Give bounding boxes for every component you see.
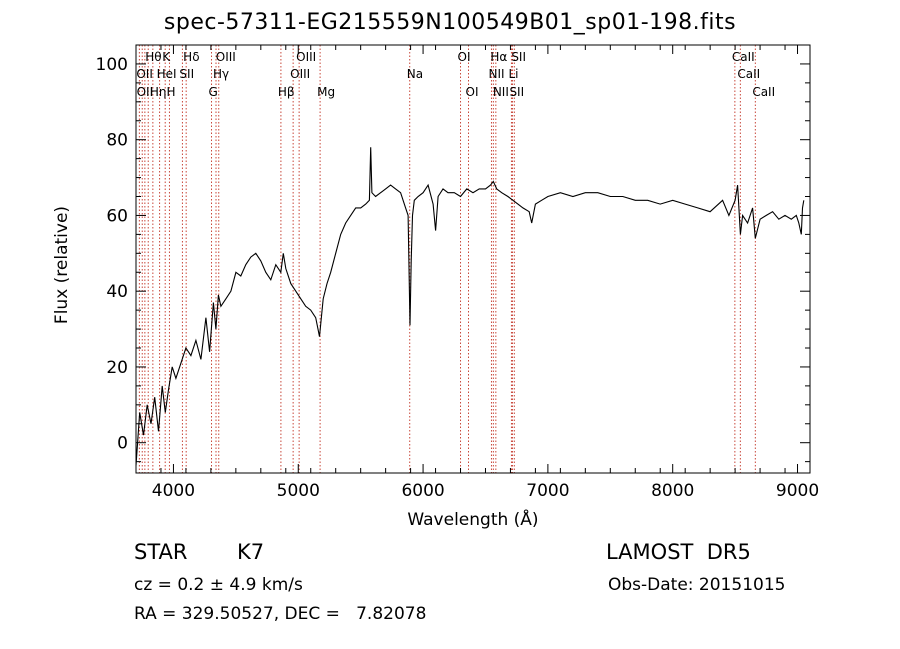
line-label-0: Hθ [145,50,161,64]
x-axis-label: Wavelength (Å) [407,510,539,530]
x-tick-label: 8000 [651,481,694,501]
line-label-6: Hα [490,50,507,64]
line-label-21: G [209,85,218,99]
y-tick-label: 0 [117,434,128,454]
line-label-12: Hγ [213,67,229,81]
line-label-2: Hδ [183,50,199,64]
line-label-20: H [166,85,175,99]
object-class: K7 [237,540,265,564]
line-label-9: OII [136,67,153,81]
line-label-23: Mg [317,85,335,99]
object-type: STAR [134,540,188,564]
line-label-19: Hη [150,85,167,99]
line-label-3: OIII [216,50,236,64]
line-label-11: SII [179,67,194,81]
spectral-line-markers [138,45,756,473]
line-label-17: CaII [737,67,760,81]
observation-date: Obs-Date: 20151015 [608,575,786,595]
line-label-8: CaII [732,50,755,64]
line-label-4: OIII [296,50,316,64]
x-tick-label: 6000 [401,481,444,501]
x-tick-label: 4000 [152,481,195,501]
x-tick-label: 7000 [526,481,569,501]
y-tick-label: 80 [106,131,128,151]
line-label-13: OIII [290,67,310,81]
axis-ticks: 4000 5000 6000 7000 8000 9000 0 20 40 60 80 100 [96,44,819,501]
line-label-24: OI [466,85,479,99]
line-label-1: K [162,50,171,64]
y-axis-label: Flux (relative) [52,205,72,325]
y-tick-label: 20 [106,358,128,378]
x-tick-label: 5000 [277,481,320,501]
y-tick-label: 40 [106,282,128,302]
line-label-10: HeI [157,67,177,81]
line-label-27: CaII [752,85,775,99]
y-tick-label: 60 [106,206,128,226]
line-label-15: NII [488,67,504,81]
spectrum-line [135,147,805,466]
line-label-18: OII [137,85,154,99]
coordinates: RA = 329.50527, DEC = 7.82078 [134,604,427,624]
line-label-25: NII [493,85,509,99]
line-label-22: Hβ [278,85,295,99]
line-label-16: Li [508,67,518,81]
chart-title: spec-57311-EG215559N100549B01_sp01-198.f… [163,10,737,35]
y-tick-label: 100 [96,55,128,75]
line-label-7: SII [511,50,526,64]
plot-frame [135,44,811,474]
line-label-5: OI [458,50,471,64]
redshift-velocity: cz = 0.2 ± 4.9 km/s [134,575,303,595]
x-tick-label: 9000 [776,481,819,501]
line-label-26: SII [509,85,524,99]
line-label-14: Na [407,67,423,81]
survey-name: LAMOST DR5 [606,540,751,564]
